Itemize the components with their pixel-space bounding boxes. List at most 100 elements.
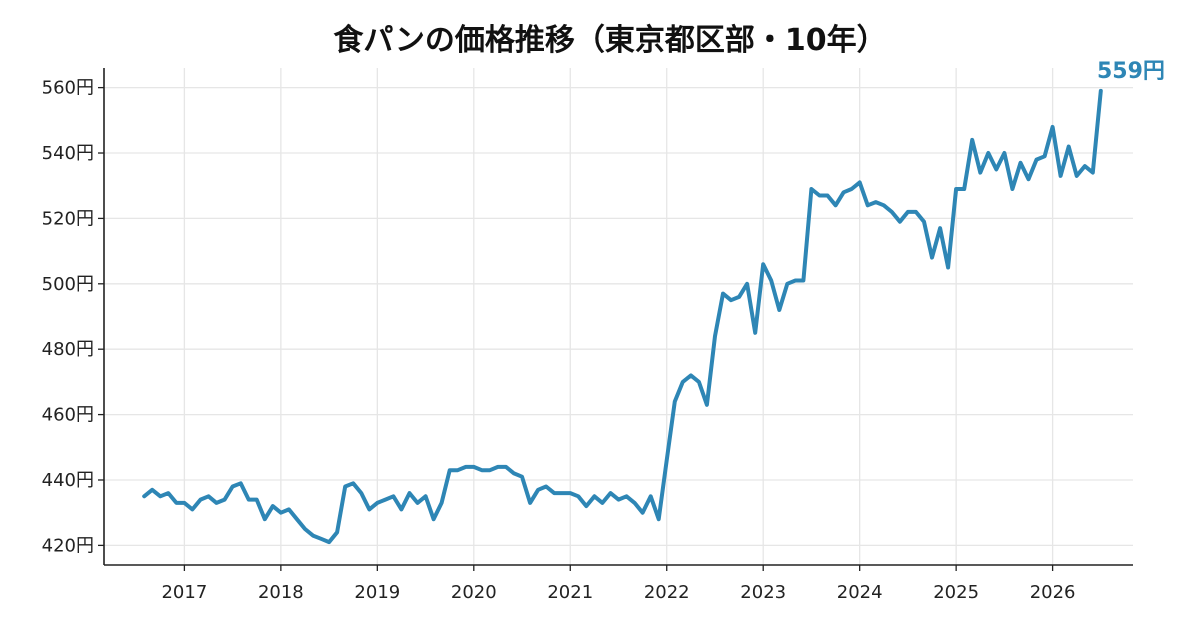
y-tick-label: 420円 — [42, 535, 94, 556]
data-point — [416, 501, 419, 504]
x-tick-label: 2022 — [644, 582, 690, 603]
data-point — [633, 501, 636, 504]
data-point — [167, 492, 170, 495]
data-point — [408, 492, 411, 495]
data-point — [440, 501, 443, 504]
data-point — [464, 465, 467, 468]
data-point — [287, 508, 290, 511]
data-point — [609, 492, 612, 495]
data-point — [191, 508, 194, 511]
data-point — [810, 187, 813, 190]
data-point — [762, 263, 765, 266]
data-point — [512, 472, 515, 475]
data-point — [874, 201, 877, 204]
x-tick-label: 2025 — [933, 582, 979, 603]
data-point — [207, 495, 210, 498]
data-point — [255, 498, 258, 501]
data-point — [713, 335, 716, 338]
data-point — [1059, 174, 1062, 177]
data-point — [818, 194, 821, 197]
data-point — [689, 374, 692, 377]
data-point — [963, 187, 966, 190]
data-point — [705, 403, 708, 406]
data-point — [601, 501, 604, 504]
x-tick-label: 2020 — [451, 582, 497, 603]
data-point — [722, 292, 725, 295]
data-point — [1067, 145, 1070, 148]
y-tick-label: 440円 — [42, 470, 94, 491]
data-point — [939, 227, 942, 230]
data-point — [890, 210, 893, 213]
data-point — [432, 518, 435, 521]
data-point — [312, 534, 315, 537]
data-point — [955, 187, 958, 190]
data-point — [1027, 178, 1030, 181]
data-point — [545, 485, 548, 488]
data-point — [979, 171, 982, 174]
data-point — [159, 495, 162, 498]
data-point — [987, 152, 990, 155]
data-point — [794, 279, 797, 282]
data-point — [673, 400, 676, 403]
data-point — [1043, 155, 1046, 158]
data-point — [1011, 187, 1014, 190]
data-point — [263, 518, 266, 521]
x-tick-label: 2026 — [1030, 582, 1076, 603]
data-point — [906, 210, 909, 213]
data-point — [295, 518, 298, 521]
data-point — [303, 528, 306, 531]
data-point — [456, 469, 459, 472]
data-point — [931, 256, 934, 259]
axes-layer — [98, 68, 1133, 571]
data-point — [199, 498, 202, 501]
data-point — [400, 508, 403, 511]
data-point — [995, 168, 998, 171]
data-point — [1019, 161, 1022, 164]
x-tick-label: 2017 — [161, 582, 207, 603]
data-point — [1003, 152, 1006, 155]
data-point — [320, 537, 323, 540]
data-point — [480, 469, 483, 472]
data-point — [866, 204, 869, 207]
data-point — [593, 495, 596, 498]
data-point — [778, 308, 781, 311]
data-point — [344, 485, 347, 488]
data-point — [1035, 158, 1038, 161]
data-point — [649, 495, 652, 498]
data-point — [392, 495, 395, 498]
data-point — [577, 495, 580, 498]
data-point — [826, 194, 829, 197]
y-tick-label: 560円 — [42, 78, 94, 99]
data-point — [215, 501, 218, 504]
data-point — [239, 482, 242, 485]
data-point — [947, 266, 950, 269]
data-point — [384, 498, 387, 501]
data-point — [521, 475, 524, 478]
data-point — [247, 498, 250, 501]
y-tick-label: 480円 — [42, 339, 94, 360]
tick-labels-layer: 420円 440円 460円 480円 500円 520円 540円 560円 2017 2018… — [42, 78, 1076, 603]
data-point — [746, 282, 749, 285]
data-point — [834, 204, 837, 207]
y-tick-label: 520円 — [42, 208, 94, 229]
data-point — [328, 541, 331, 544]
data-point — [472, 465, 475, 468]
data-point — [914, 210, 917, 213]
x-tick-label: 2021 — [547, 582, 593, 603]
series-layer — [142, 88, 1103, 545]
data-point — [971, 138, 974, 141]
x-tick-label: 2018 — [258, 582, 304, 603]
data-point — [151, 488, 154, 491]
data-point — [360, 492, 363, 495]
data-point — [802, 279, 805, 282]
data-point — [617, 498, 620, 501]
data-point — [786, 282, 789, 285]
data-point — [352, 482, 355, 485]
data-point — [376, 501, 379, 504]
data-point — [657, 518, 660, 521]
end-value-label: 559円 — [1097, 59, 1165, 84]
x-tick-label: 2023 — [740, 582, 786, 603]
data-point — [665, 459, 668, 462]
data-point — [175, 501, 178, 504]
